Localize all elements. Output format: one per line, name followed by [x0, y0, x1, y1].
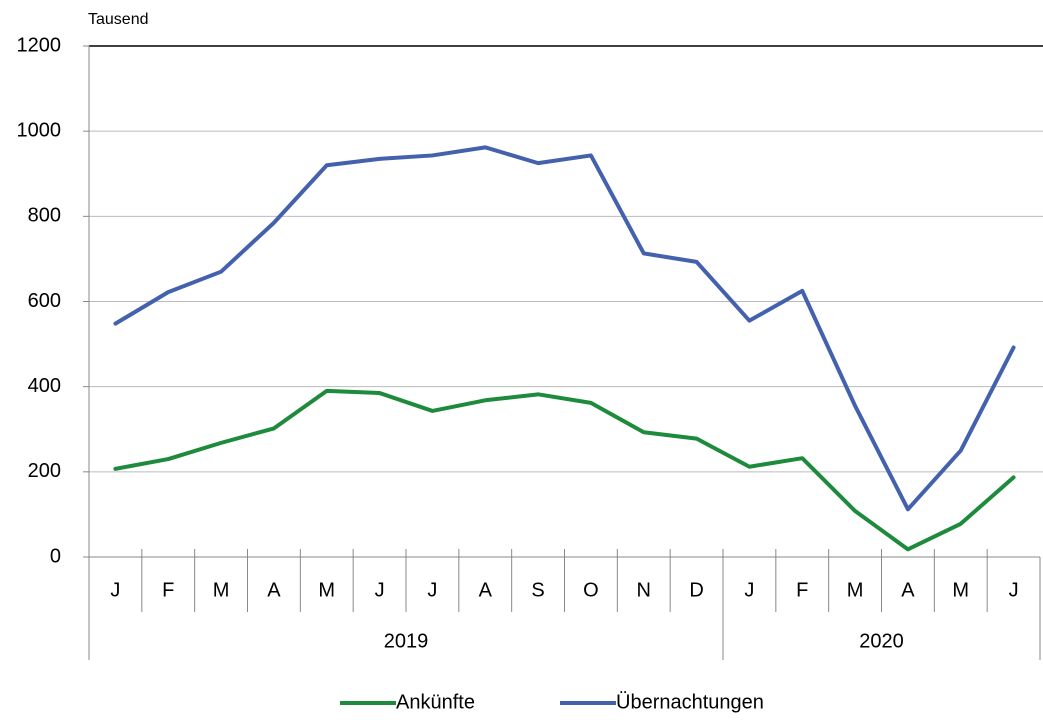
x-tick-label: M — [213, 579, 230, 601]
x-tick-label: M — [847, 579, 864, 601]
x-tick-label: F — [796, 579, 808, 601]
x-tick-label: M — [952, 579, 969, 601]
group-label: 2019 — [384, 630, 429, 652]
series-line — [113, 145, 1016, 512]
y-tick-label: 200 — [28, 460, 61, 482]
legend-label: Ankünfte — [396, 691, 475, 713]
x-tick-label: A — [901, 579, 915, 601]
legend-label: Übernachtungen — [616, 691, 764, 713]
x-tick-label: J — [375, 579, 385, 601]
y-unit-label: Tausend — [88, 11, 149, 28]
group-label: 2020 — [859, 630, 904, 652]
x-tick-label: N — [637, 579, 651, 601]
x-tick-label: J — [744, 579, 754, 601]
x-tick-label: M — [318, 579, 335, 601]
x-tick-label: A — [479, 579, 493, 601]
x-tick-label: J — [110, 579, 120, 601]
series-line — [113, 388, 1016, 552]
y-tick-label: 600 — [28, 290, 61, 312]
y-tick-label: 800 — [28, 205, 61, 227]
y-tick-label: 0 — [50, 545, 61, 567]
x-tick-label: O — [583, 579, 599, 601]
y-tick-label: 1000 — [17, 119, 62, 141]
x-tick-label: S — [531, 579, 544, 601]
x-tick-label: F — [162, 579, 174, 601]
x-tick-label: D — [689, 579, 703, 601]
y-tick-label: 1200 — [17, 34, 62, 56]
x-tick-label: J — [427, 579, 437, 601]
x-tick-label: J — [1009, 579, 1019, 601]
y-tick-label: 400 — [28, 375, 61, 397]
x-tick-label: A — [267, 579, 281, 601]
